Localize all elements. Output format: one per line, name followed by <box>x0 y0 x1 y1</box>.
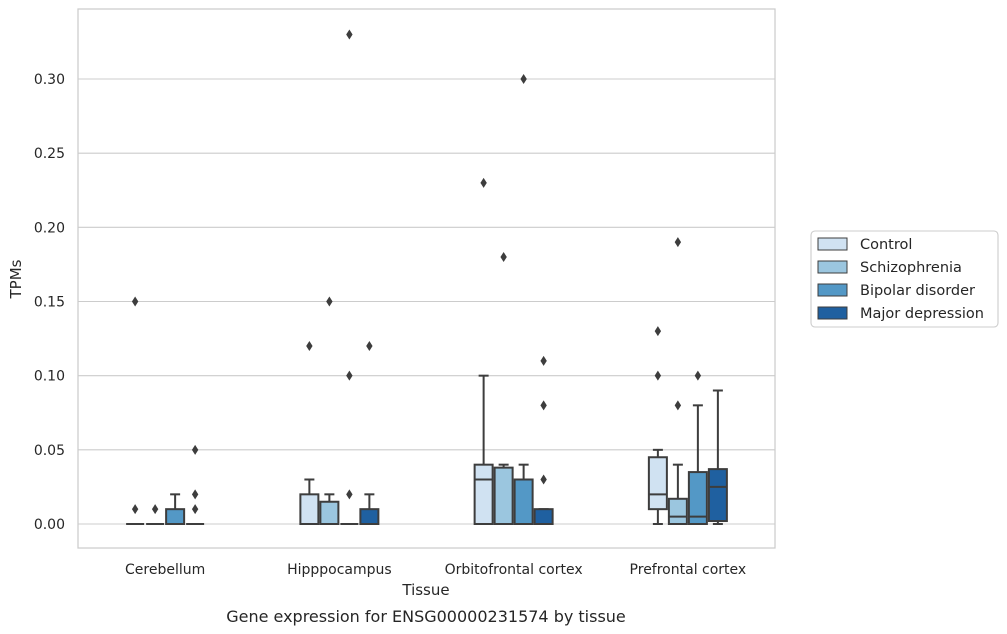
y-tick-label: 0.20 <box>34 220 65 236</box>
legend-swatch <box>817 283 848 297</box>
box-1-0 <box>299 341 320 526</box>
legend-swatch <box>817 306 848 320</box>
outlier-point <box>306 341 313 351</box>
outlier-point <box>654 370 662 381</box>
box-body <box>359 508 380 525</box>
y-tick-label: 0.10 <box>34 369 65 385</box>
outlier-point <box>540 400 547 411</box>
box-body <box>667 497 688 525</box>
box-body <box>533 508 554 525</box>
y-tick-label: 0.25 <box>34 146 65 162</box>
box-body <box>473 463 494 525</box>
box-3-2 <box>687 370 708 526</box>
box-groups <box>126 29 728 526</box>
legend-label: Bipolar disorder <box>860 283 975 299</box>
y-tick-label: 0.30 <box>34 72 65 88</box>
outlier-point <box>191 444 199 455</box>
legend-label: Control <box>860 237 912 253</box>
box-3-3 <box>707 389 728 525</box>
outlier-point <box>674 237 682 248</box>
x-axis-label: Tissue <box>401 581 449 599</box>
box-body <box>165 508 186 525</box>
x-tick-label: Prefrontal cortex <box>630 562 747 578</box>
outlier-point <box>151 504 159 515</box>
y-tick-label: 0.05 <box>34 443 65 459</box>
legend-frame <box>810 230 999 328</box>
legend-swatch <box>817 260 848 274</box>
y-tick-label: 0.15 <box>34 295 65 311</box>
outlier-point <box>520 74 527 84</box>
legend-label: Schizophrenia <box>860 260 962 276</box>
y-axis-label: TPMs <box>7 259 25 299</box>
y-axis: 0.00 0.05 0.10 0.15 0.20 0.25 0.30 <box>34 72 65 533</box>
box-0-1 <box>146 504 165 525</box>
y-tick-label: 0.00 <box>34 517 65 533</box>
box-body <box>319 500 340 525</box>
box-3-1 <box>667 237 688 525</box>
legend-label: Major depression <box>860 306 984 322</box>
x-tick-label: Hipppocampus <box>287 562 392 578</box>
outlier-point <box>500 252 507 262</box>
outlier-point <box>674 400 682 411</box>
box-0-0 <box>126 296 145 525</box>
outlier-point <box>346 489 353 500</box>
legend-swatch <box>817 237 848 251</box>
box-2-1 <box>493 252 514 525</box>
box-body <box>299 493 320 526</box>
x-tick-label: Orbitofrontal cortex <box>445 562 583 578</box>
box-3-0 <box>647 326 668 525</box>
outlier-point <box>131 504 139 515</box>
box-0-2 <box>165 493 186 525</box>
chart-title: Gene expression for ENSG00000231574 by t… <box>226 607 626 626</box>
box-2-0 <box>473 177 494 525</box>
box-0-3 <box>186 444 205 525</box>
box-body <box>707 468 728 523</box>
gridlines <box>78 78 775 525</box>
box-body <box>513 478 534 525</box>
box-1-2 <box>340 29 359 525</box>
box-2-2 <box>513 74 534 525</box>
box-1-3 <box>359 341 380 525</box>
box-1-1 <box>319 296 340 525</box>
outlier-point <box>191 489 199 500</box>
outlier-point <box>540 355 547 366</box>
outlier-point <box>694 370 702 381</box>
box-2-3 <box>533 355 554 525</box>
outlier-point <box>654 326 662 337</box>
plot-frame <box>77 8 776 549</box>
outlier-point <box>326 296 333 307</box>
x-axis: Cerebellum Hipppocampus Orbitofrontal cort… <box>125 562 746 578</box>
x-tick-label: Cerebellum <box>125 562 205 578</box>
outlier-point <box>191 504 199 515</box>
outlier-point <box>346 370 353 381</box>
outlier-point <box>480 177 487 188</box>
outlier-point <box>131 296 139 307</box>
outlier-point <box>346 29 353 40</box>
box-body <box>687 471 708 526</box>
outlier-point <box>540 474 547 485</box>
legend: Control Schizophrenia Bipolar disorder Majo… <box>810 230 999 328</box>
box-body <box>647 456 668 511</box>
box-body <box>493 466 514 525</box>
outlier-point <box>366 341 373 351</box>
